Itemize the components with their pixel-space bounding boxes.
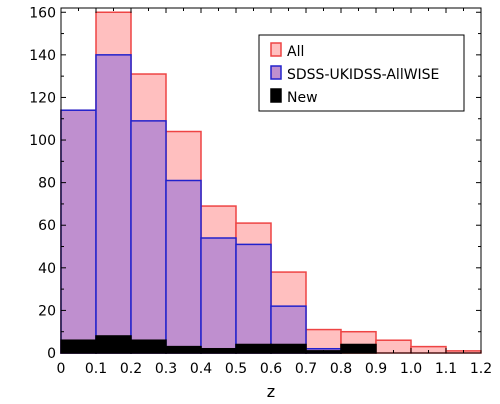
legend-swatch: [270, 65, 282, 80]
legend-label: SDSS-UKIDSS-AllWISE: [287, 67, 439, 83]
bars-layer: [60, 11, 482, 354]
legend-box: [258, 34, 465, 112]
x-tick-label: 1.0: [400, 361, 422, 377]
legend-label: New: [287, 90, 318, 106]
tick-labels: 0 0.1 0.2 0.3 0.4 0.5 0.6 0.7 0.8 0.9 1.0 1.1 1.2 0 20…: [29, 5, 492, 377]
x-tick-label: 0.5: [225, 361, 247, 377]
x-tick-label: 0.1: [85, 361, 107, 377]
bar-series1-bin1: [95, 54, 132, 354]
y-tick-label: 80: [38, 176, 56, 192]
x-axis-label: z: [267, 382, 275, 400]
bar-series1-bin0: [60, 109, 97, 354]
x-tick-label: 0.6: [260, 361, 282, 377]
bar-series1-bin4: [200, 237, 237, 354]
x-tick-label: 0: [57, 361, 66, 377]
y-tick-label: 120: [29, 90, 56, 106]
legend-swatch: [270, 42, 282, 57]
y-tick-label: 160: [29, 5, 56, 21]
legend: All SDSS-UKIDSS-AllWISE New: [258, 34, 465, 112]
y-tick-label: 0: [47, 346, 56, 362]
legend-label: All: [287, 44, 304, 60]
x-tick-label: 0.3: [155, 361, 177, 377]
y-tick-label: 100: [29, 133, 56, 149]
legend-swatch: [270, 88, 282, 103]
bar-series1-bin2: [130, 120, 167, 354]
y-tick-label: 40: [38, 261, 56, 277]
bar-series1-bin3: [165, 179, 202, 354]
x-tick-label: 0.7: [295, 361, 317, 377]
x-tick-label: 0.9: [365, 361, 387, 377]
bar-series1-bin5: [235, 243, 272, 354]
x-tick-label: 1.2: [470, 361, 492, 377]
x-tick-label: 0.4: [190, 361, 212, 377]
x-tick-label: 0.8: [330, 361, 352, 377]
x-tick-label: 0.2: [120, 361, 142, 377]
y-tick-label: 60: [38, 218, 56, 234]
x-tick-label: 1.1: [435, 361, 457, 377]
y-tick-label: 20: [38, 303, 56, 319]
y-tick-label: 140: [29, 48, 56, 64]
axis-ticks: [60, 8, 482, 354]
